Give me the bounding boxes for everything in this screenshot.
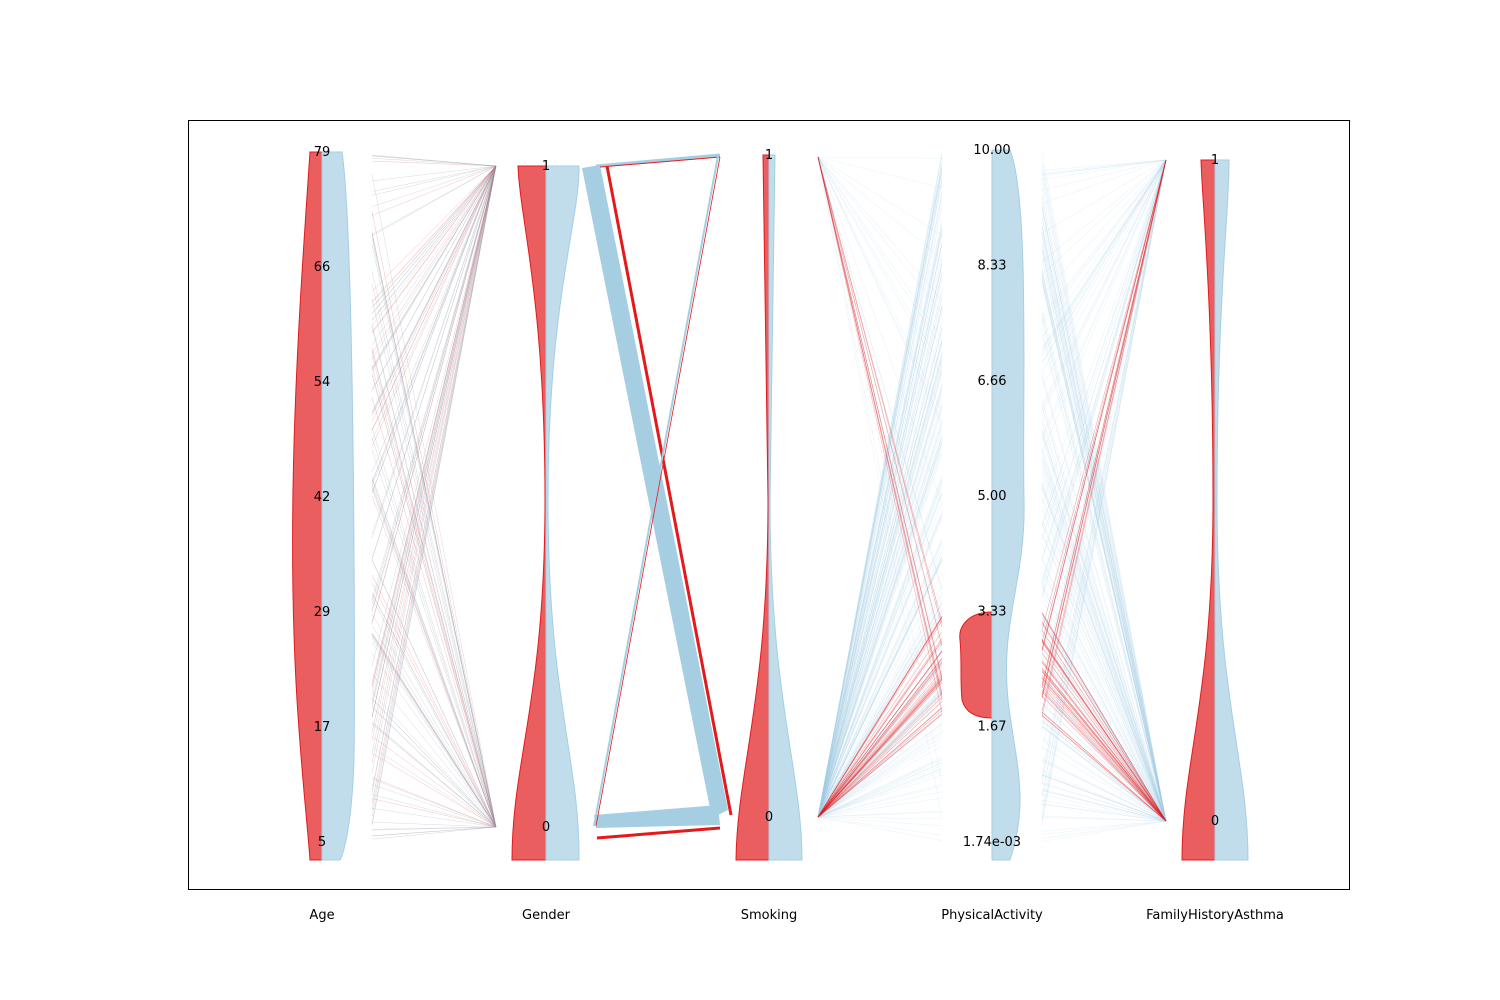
tick-label: 1 bbox=[542, 159, 550, 174]
tick-label: 1.74e-03 bbox=[963, 835, 1021, 850]
tick-label: 10.00 bbox=[973, 143, 1010, 158]
tick-labels: 5 17 29 42 54 66 79 0 1 0 1 1.74e-03 1.67 3.33 5.00 6.6… bbox=[314, 143, 1219, 850]
tick-label: 5.00 bbox=[978, 489, 1007, 504]
density-violins bbox=[292, 149, 1249, 861]
connection-lines bbox=[371, 150, 1167, 842]
axis-name-physicalactivity: PhysicalActivity bbox=[941, 908, 1043, 923]
tick-label: 3.33 bbox=[978, 605, 1007, 620]
violin-age-no-asthma bbox=[321, 151, 355, 861]
tick-label: 1 bbox=[765, 148, 773, 163]
tick-label: 1.67 bbox=[978, 720, 1007, 735]
axis-name-familyhistoryasthma: FamilyHistoryAsthma bbox=[1146, 908, 1284, 923]
violin-gender-no-asthma bbox=[545, 165, 580, 861]
violin-gender-asthma bbox=[511, 165, 547, 861]
axis-name-age: Age bbox=[309, 908, 334, 923]
tick-label: 0 bbox=[542, 820, 550, 835]
violin-familyhistory-no-asthma bbox=[1214, 159, 1249, 861]
violin-physicalactivity-asthma bbox=[959, 611, 993, 719]
tick-label: 5 bbox=[318, 835, 326, 850]
tick-label: 29 bbox=[314, 605, 331, 620]
violin-smoking-asthma bbox=[735, 154, 770, 861]
violin-smoking-no-asthma bbox=[768, 154, 803, 861]
tick-label: 0 bbox=[1211, 814, 1219, 829]
lines-smoking-physicalactivity bbox=[817, 150, 943, 841]
axis-name-gender: Gender bbox=[522, 908, 571, 923]
tick-label: 42 bbox=[314, 490, 331, 505]
violin-physicalactivity-no-asthma bbox=[991, 149, 1025, 861]
axis-name-smoking: Smoking bbox=[741, 908, 798, 923]
tick-label: 79 bbox=[314, 145, 331, 160]
axis-names: Age Gender Smoking PhysicalActivity FamilyHi… bbox=[309, 908, 1283, 923]
tick-label: 1 bbox=[1211, 153, 1219, 168]
tick-label: 8.33 bbox=[978, 259, 1007, 274]
violin-familyhistory-asthma bbox=[1181, 159, 1216, 861]
plot-frame bbox=[188, 120, 1350, 890]
violin-age-asthma bbox=[292, 151, 323, 861]
tick-label: 66 bbox=[314, 260, 331, 275]
lines-age-gender bbox=[371, 154, 497, 840]
tick-label: 6.66 bbox=[978, 374, 1007, 389]
lines-physicalactivity-familyhistory bbox=[1041, 151, 1167, 842]
lines-gender-smoking bbox=[582, 153, 733, 840]
tick-label: 17 bbox=[314, 720, 331, 735]
tick-label: 54 bbox=[314, 375, 331, 390]
tick-label: 0 bbox=[765, 810, 773, 825]
